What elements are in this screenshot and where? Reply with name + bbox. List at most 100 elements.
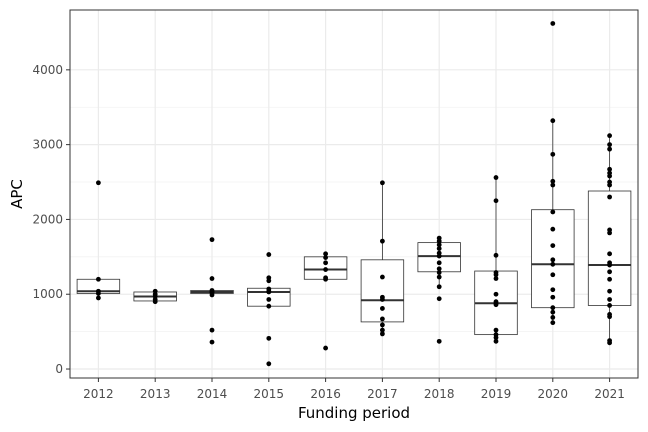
data-point	[323, 276, 328, 282]
data-point	[266, 297, 272, 302]
data-point	[550, 178, 556, 184]
y-axis: 0 1000 2000 3000 4000	[32, 63, 70, 376]
y-tick-label: 3000	[32, 138, 63, 152]
iqr-box	[587, 190, 632, 306]
y-tick-label: 2000	[32, 212, 63, 226]
data-point	[436, 253, 442, 259]
data-point	[436, 260, 442, 266]
data-point	[380, 327, 385, 333]
x-tick-label: 2012	[83, 387, 114, 401]
data-point	[607, 230, 612, 236]
data-point	[550, 209, 556, 215]
data-point	[607, 251, 612, 257]
data-point	[436, 296, 442, 302]
plot-border	[69, 9, 639, 379]
data-point	[266, 303, 272, 309]
data-point	[380, 322, 385, 328]
data-point	[550, 257, 556, 263]
data-point	[550, 21, 556, 26]
data-point	[436, 238, 442, 244]
data-point	[493, 272, 499, 278]
x-tick-label: 2015	[254, 387, 285, 401]
x-tick-label: 2014	[197, 387, 228, 401]
plot-panel	[70, 10, 638, 378]
data-point	[96, 291, 101, 296]
data-point	[96, 295, 101, 301]
data-point	[607, 276, 612, 282]
data-point	[380, 306, 385, 311]
y-tick-label: 4000	[32, 63, 63, 77]
data-point	[493, 252, 499, 258]
data-point	[266, 361, 272, 367]
data-point	[209, 237, 215, 243]
data-point	[607, 142, 612, 148]
data-point	[380, 180, 385, 186]
data-point	[266, 252, 272, 257]
x-tick-label: 2017	[367, 387, 398, 401]
data-point	[323, 255, 328, 260]
data-point	[266, 278, 272, 284]
data-point	[550, 309, 556, 315]
data-point	[493, 175, 499, 180]
data-point	[550, 320, 556, 326]
points-layer	[96, 21, 612, 367]
data-point	[380, 316, 385, 322]
data-point	[266, 289, 272, 295]
data-point	[96, 276, 101, 282]
data-point	[550, 182, 556, 188]
data-point	[607, 303, 612, 308]
data-point	[209, 339, 215, 345]
y-axis-title: APC	[8, 179, 26, 209]
x-tick-label: 2016	[310, 387, 341, 401]
data-point	[607, 182, 612, 188]
data-point	[493, 276, 499, 281]
data-point	[550, 287, 556, 293]
x-axis-title: Funding period	[298, 404, 410, 422]
data-point	[607, 288, 612, 294]
data-point	[436, 338, 442, 344]
data-point	[550, 151, 556, 157]
data-point	[209, 276, 215, 281]
x-tick-label: 2018	[424, 387, 455, 401]
data-point	[550, 315, 556, 320]
data-point	[380, 297, 385, 302]
x-tick-label: 2019	[481, 387, 512, 401]
data-point	[323, 251, 328, 257]
data-point	[607, 269, 612, 275]
data-point	[550, 226, 556, 232]
data-point	[96, 180, 101, 186]
data-point	[493, 302, 499, 308]
data-point	[550, 118, 556, 124]
data-point	[380, 331, 385, 337]
data-point	[607, 262, 612, 268]
x-tick-label: 2021	[594, 387, 625, 401]
data-point	[436, 266, 442, 272]
data-point	[550, 261, 556, 267]
data-point	[607, 340, 612, 346]
data-point	[152, 299, 158, 305]
data-point	[436, 242, 442, 248]
x-tick-label: 2013	[140, 387, 171, 401]
x-tick-label: 2020	[538, 387, 569, 401]
data-point	[607, 133, 612, 139]
data-point	[436, 274, 442, 280]
data-point	[607, 146, 612, 152]
data-point	[607, 314, 612, 320]
data-point	[436, 246, 442, 252]
data-point	[493, 327, 499, 333]
data-point	[380, 274, 385, 280]
data-point	[493, 198, 499, 204]
data-point	[493, 291, 499, 297]
data-point	[436, 284, 442, 290]
data-point	[436, 270, 442, 275]
iqr-box	[360, 259, 405, 323]
data-point	[209, 327, 215, 333]
data-point	[550, 305, 556, 311]
data-point	[493, 335, 499, 341]
data-point	[380, 238, 385, 244]
data-point	[266, 335, 272, 341]
x-axis: 2012 2013 2014 2015 2016 2017 2018 2019 2020 2021	[83, 378, 625, 401]
data-point	[607, 173, 612, 179]
data-point	[209, 292, 215, 298]
y-tick-label: 1000	[32, 287, 63, 301]
